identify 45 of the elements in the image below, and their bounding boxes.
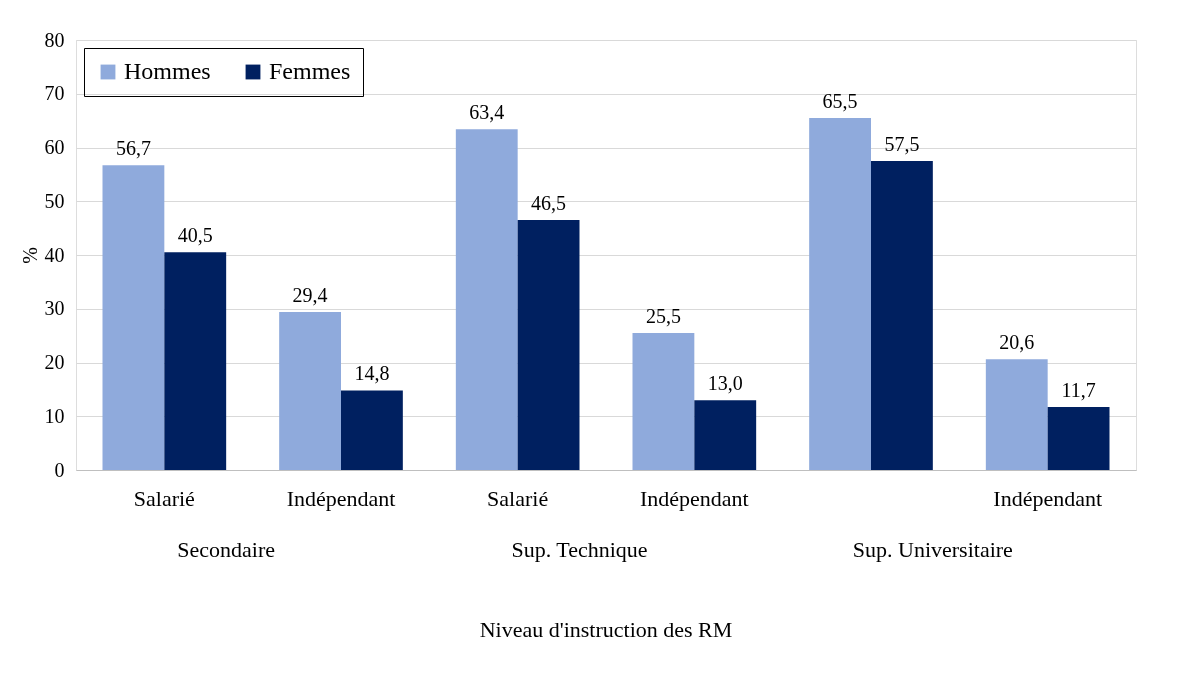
y-tick-label: 20 xyxy=(44,351,65,373)
y-tick-label: 70 xyxy=(44,82,65,105)
bar xyxy=(341,390,403,470)
y-axis-title: % xyxy=(18,247,41,264)
x-tick-label: Indépendant xyxy=(286,485,396,511)
data-label: 20,6 xyxy=(999,331,1035,354)
legend-label: Femmes xyxy=(269,58,351,84)
data-label: 56,7 xyxy=(115,137,151,160)
bar xyxy=(279,311,341,470)
data-label: 13,0 xyxy=(707,372,743,395)
y-tick-label: 40 xyxy=(44,243,65,266)
y-tick-label: 50 xyxy=(44,189,65,212)
bar xyxy=(871,160,933,470)
data-label: 46,5 xyxy=(531,192,567,215)
x-tick-label: Indépendant xyxy=(639,485,749,511)
data-label: 11,7 xyxy=(1061,379,1096,402)
y-tick-label: 80 xyxy=(44,28,65,51)
bar xyxy=(694,400,757,470)
data-label: 65,5 xyxy=(822,89,858,112)
x-tick-label: Salarié xyxy=(133,485,195,511)
bar xyxy=(632,332,695,470)
y-tick-label: 30 xyxy=(44,297,65,320)
data-label: 57,5 xyxy=(884,132,920,155)
bar xyxy=(455,129,518,470)
data-label: 25,5 xyxy=(645,304,681,327)
y-tick-label: 60 xyxy=(44,136,65,158)
data-label: 63,4 xyxy=(469,101,505,124)
text: Sup. Technique xyxy=(511,537,648,562)
legend-label: Hommes xyxy=(124,58,211,84)
bar xyxy=(809,117,871,470)
y-tick-label: 10 xyxy=(44,404,65,427)
bar xyxy=(985,359,1048,470)
data-label: 29,4 xyxy=(292,283,328,306)
bar xyxy=(164,252,227,470)
text: Sup. Universitaire xyxy=(852,537,1013,562)
text: Secondaire xyxy=(177,537,276,562)
y-tick-label: 0 xyxy=(54,458,65,481)
bar xyxy=(1047,407,1110,470)
data-label: 40,5 xyxy=(177,224,213,247)
data-label: 14,8 xyxy=(354,362,390,385)
bar xyxy=(102,165,165,470)
x-tick-label: Salarié xyxy=(487,485,549,511)
x-tick-label: Indépendant xyxy=(993,485,1103,511)
x-axis-title: Niveau d'instruction des RM xyxy=(479,617,733,642)
bar xyxy=(517,220,580,470)
